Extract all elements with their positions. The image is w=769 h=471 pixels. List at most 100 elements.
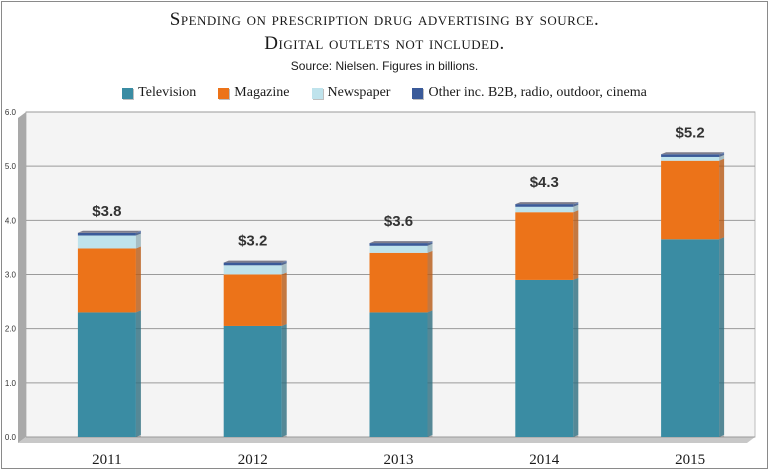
bar-segment-side [427, 310, 433, 437]
bar-segment-side [135, 246, 141, 313]
bar-segment-side [135, 233, 141, 249]
legend-label-newspaper: Newspaper [327, 85, 391, 100]
y-tick-label: 0.0 [5, 433, 17, 442]
bar-segment-shade [135, 312, 141, 437]
y-tick-label: 1.0 [5, 379, 17, 388]
legend-swatch-magazine [218, 87, 230, 99]
bar-segment-side [719, 154, 725, 161]
legend-item-newspaper: Newspaper [311, 85, 391, 101]
chart-title-line1: Spending on prescription drug advertisin… [169, 9, 600, 30]
bar-segment-shade [719, 156, 725, 161]
legend-swatch-newspaper [311, 87, 323, 99]
legend-item-television: Television [122, 85, 196, 101]
bar-top-cap [77, 230, 141, 233]
legend-label-television: Television [138, 85, 197, 100]
bar-segment-side [427, 250, 433, 313]
bar-segment [223, 274, 282, 326]
x-tick-label: 2013 [384, 452, 414, 468]
legend-label-magazine: Magazine [234, 85, 290, 100]
plot-side-wall [18, 112, 26, 443]
bar-segment-shade [281, 274, 287, 326]
x-tick-label: 2011 [92, 452, 121, 468]
bar-total-label: $3.8 [92, 203, 121, 220]
bar-segment-shade [573, 204, 579, 207]
bar-segment-shade [719, 154, 725, 157]
bar-segment-shade [281, 265, 287, 275]
bar-segment-side [281, 263, 287, 275]
bar-segment-side [427, 241, 433, 246]
y-tick-label: 3.0 [5, 271, 17, 280]
bar-segment-shade [573, 279, 579, 437]
bar-segment-side [281, 260, 287, 266]
bar-segment-shade [135, 248, 141, 313]
bar-segment [77, 235, 136, 249]
legend-label-other: Other inc. B2B, radio, outdoor, cinema [428, 85, 647, 100]
x-tick-label: 2014 [529, 452, 560, 468]
bar-segment-shade [281, 262, 287, 266]
bar-segment-shade [427, 312, 433, 437]
bar-top-cap [369, 241, 433, 244]
plot-floor [18, 437, 755, 443]
bar-segment [369, 312, 428, 437]
bar-total-label: $3.2 [238, 233, 267, 250]
y-tick-label: 2.0 [5, 325, 17, 334]
bar-top-cap [515, 202, 579, 205]
bar-segment-side [719, 237, 725, 437]
bar-segment [515, 212, 574, 280]
bar-segment [369, 245, 428, 253]
legend-item-other: Other inc. B2B, radio, outdoor, cinema [412, 85, 647, 101]
bar-segment-side [573, 277, 579, 437]
bar-segment [223, 262, 282, 266]
bar-segment [77, 232, 136, 236]
legend-swatch-other [412, 87, 424, 99]
y-tick-label: 4.0 [5, 216, 17, 225]
x-tick-label: 2015 [675, 452, 705, 468]
y-tick-label: 5.0 [5, 162, 17, 171]
bar-segment-side [135, 310, 141, 437]
bar-segment-side [281, 272, 287, 326]
legend-item-magazine: Magazine [218, 85, 290, 101]
bar-segment [77, 248, 136, 313]
bar-segment-shade [427, 252, 433, 313]
bar-segment [515, 204, 574, 207]
chart-subtitle: Source: Nielsen. Figures in billions. [290, 59, 479, 73]
bar-segment-shade [573, 206, 579, 213]
bar-segment-shade [427, 245, 433, 253]
bar-segment [515, 279, 574, 437]
bar-segment-shade [719, 160, 725, 240]
bar-segment-side [573, 204, 579, 213]
bar-segment [369, 252, 428, 313]
bar-segment [661, 160, 720, 240]
bar-segment [223, 265, 282, 275]
legend-swatch-television [122, 87, 134, 99]
bar-segment-shade [573, 212, 579, 280]
bar-segment [661, 239, 720, 437]
bar-segment-side [573, 210, 579, 280]
bar-segment-shade [135, 235, 141, 249]
bar-segment-shade [719, 239, 725, 437]
bar-segment-shade [135, 232, 141, 236]
y-tick-label: 6.0 [5, 108, 17, 117]
bar-top-cap [223, 260, 287, 263]
bar-total-label: $5.2 [675, 124, 704, 141]
bar-segment [223, 325, 282, 437]
bar-segment [369, 243, 428, 246]
bar-segment-side [719, 158, 725, 240]
bar-segment-shade [427, 243, 433, 246]
bar-total-label: $4.3 [530, 174, 559, 191]
bar-segment-shade [281, 325, 287, 437]
bar-total-label: $3.6 [384, 213, 413, 230]
bar-segment-side [427, 243, 433, 253]
bar-top-cap [661, 152, 725, 155]
bar-segment [77, 312, 136, 437]
bar-segment [661, 156, 720, 161]
chart-title-line2: Digital outlets not included. [264, 33, 505, 54]
bar-segment-side [719, 152, 725, 157]
bar-segment-side [573, 202, 579, 207]
bar-segment-side [135, 230, 141, 236]
bar-segment [661, 154, 720, 157]
chart-legend: Television Magazine Newspaper Other inc.… [0, 85, 769, 101]
bar-segment [515, 206, 574, 213]
x-tick-label: 2012 [238, 452, 268, 468]
bar-segment-side [281, 323, 287, 437]
